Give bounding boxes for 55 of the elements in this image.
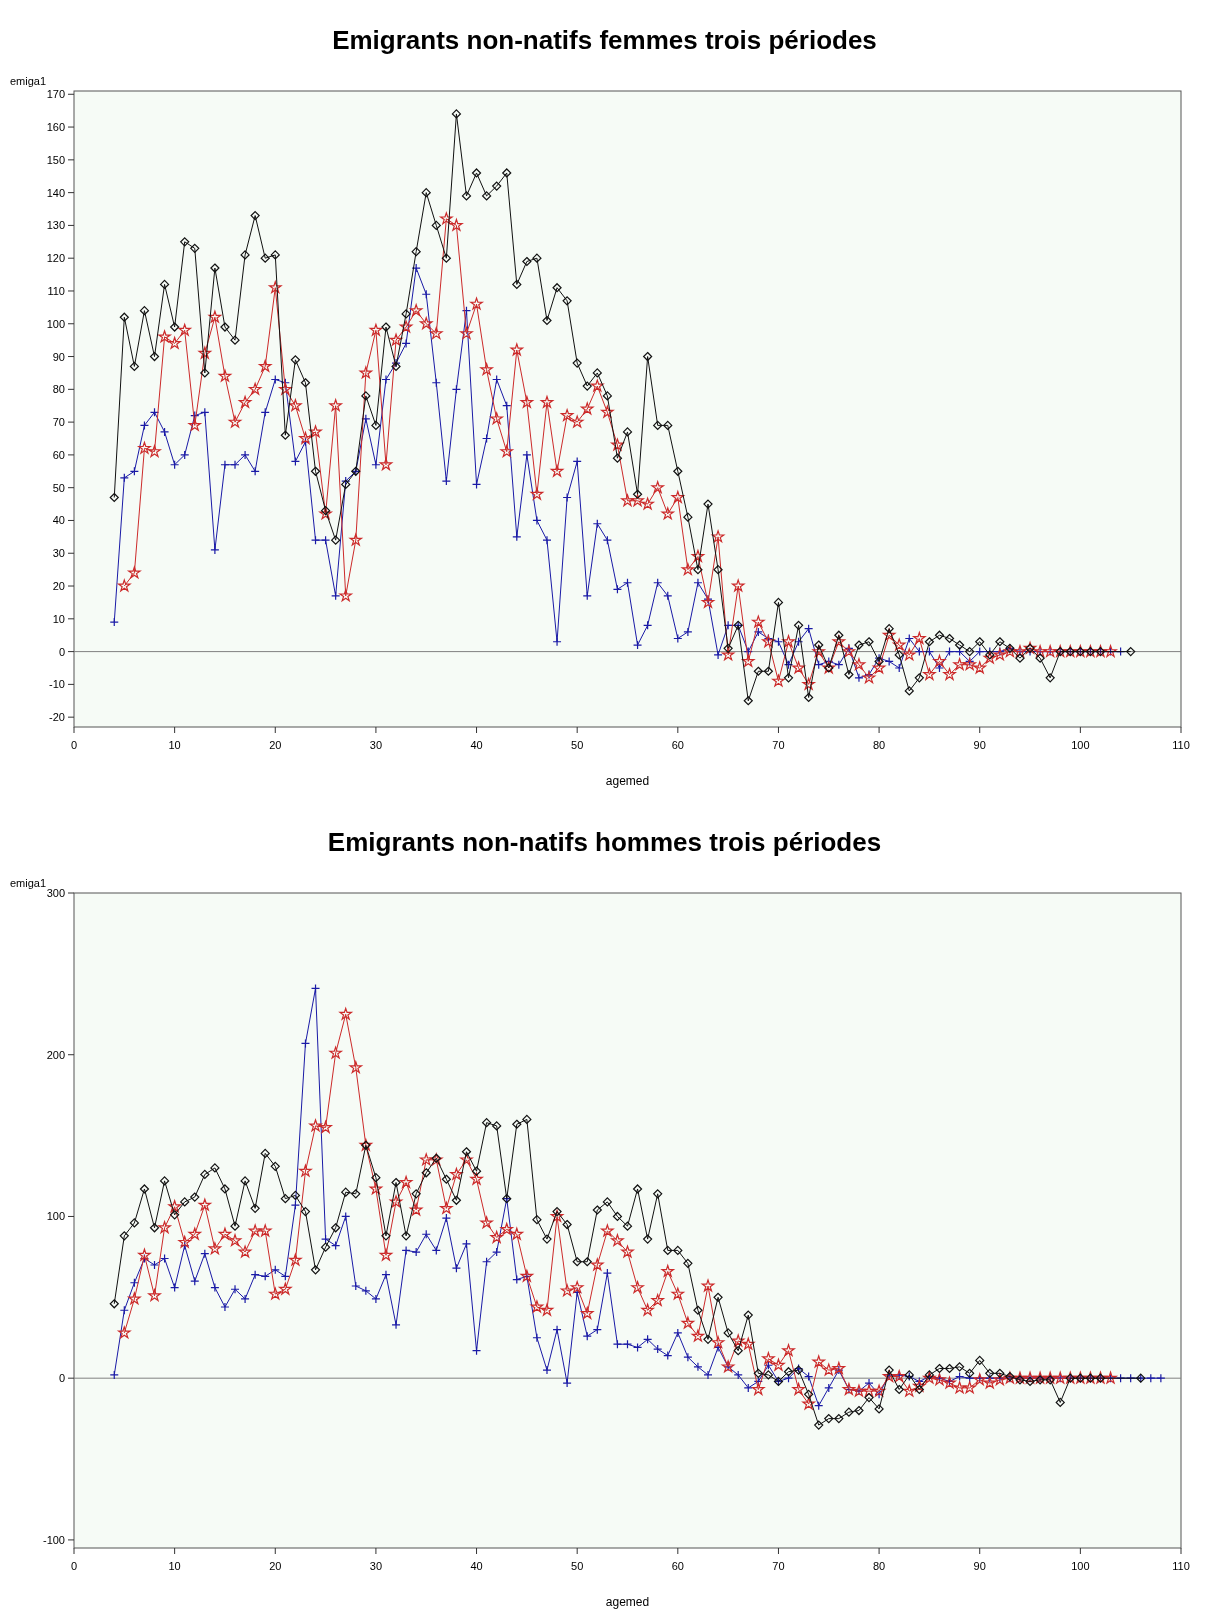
y-tick-label: 90 [52, 350, 65, 363]
x-tick-label: 110 [1172, 739, 1190, 751]
x-tick-label: 0 [70, 1560, 78, 1572]
chart-title: Emigrants non-natifs hommes trois périodes [327, 827, 882, 857]
y-tick-label: 120 [46, 252, 65, 265]
y-tick-label: 100 [46, 317, 65, 330]
x-tick-label: 30 [369, 1560, 383, 1572]
y-tick-label: -100 [42, 1533, 65, 1546]
y-tick-label: 300 [46, 887, 65, 899]
y-tick-label: 70 [52, 416, 65, 429]
x-tick-label: 90 [973, 1560, 986, 1572]
x-tick-label: 60 [671, 739, 684, 751]
x-tick-label: 40 [470, 739, 483, 751]
y-tick-label: 40 [52, 514, 65, 527]
x-tick-label: 20 [269, 1560, 282, 1572]
y-tick-label: -10 [49, 678, 65, 691]
x-tick-label: 10 [168, 739, 181, 751]
y-tick-label: 170 [46, 88, 65, 101]
x-tick-label: 30 [369, 739, 383, 751]
x-tick-label: 10 [168, 1560, 181, 1572]
y-tick-label: 20 [52, 580, 65, 593]
y-tick-label: 160 [46, 121, 65, 134]
x-tick-label: 40 [470, 1560, 483, 1572]
x-tick-label: 60 [671, 1560, 684, 1572]
x-tick-label: 20 [269, 739, 282, 751]
y-tick-label: 0 [58, 645, 65, 658]
y-axis-title: emiga1 [10, 877, 47, 889]
y-tick-label: -20 [49, 711, 65, 724]
x-tick-label: 100 [1071, 1560, 1090, 1572]
y-tick-label: 110 [47, 284, 65, 297]
y-tick-label: 0 [58, 1372, 65, 1385]
y-tick-label: 140 [46, 186, 65, 199]
y-tick-label: 200 [46, 1048, 65, 1061]
chart-title: Emigrants non-natifs femmes trois périodes [332, 25, 877, 55]
x-tick-label: 100 [1071, 739, 1090, 751]
x-tick-label: 70 [772, 739, 785, 751]
y-tick-label: 10 [52, 612, 65, 625]
y-tick-label: 150 [46, 153, 65, 166]
x-tick-label: 110 [1172, 1560, 1190, 1572]
y-tick-label: 130 [46, 219, 65, 232]
x-tick-label: 50 [571, 1560, 584, 1572]
x-tick-label: 80 [872, 1560, 886, 1572]
x-tick-label: 90 [973, 739, 986, 751]
y-axis-title: emiga1 [10, 75, 47, 87]
y-tick-label: 30 [52, 547, 65, 560]
y-tick-label: 80 [52, 383, 65, 396]
x-axis-title: agemed [605, 774, 650, 788]
x-axis-title: agemed [605, 1595, 650, 1609]
y-tick-label: 100 [46, 1210, 65, 1223]
y-tick-label: 50 [52, 481, 65, 494]
x-tick-label: 0 [70, 739, 78, 751]
x-tick-label: 50 [571, 739, 584, 751]
x-tick-label: 70 [772, 1560, 785, 1572]
x-tick-label: 80 [872, 739, 886, 751]
y-tick-label: 60 [52, 448, 65, 461]
